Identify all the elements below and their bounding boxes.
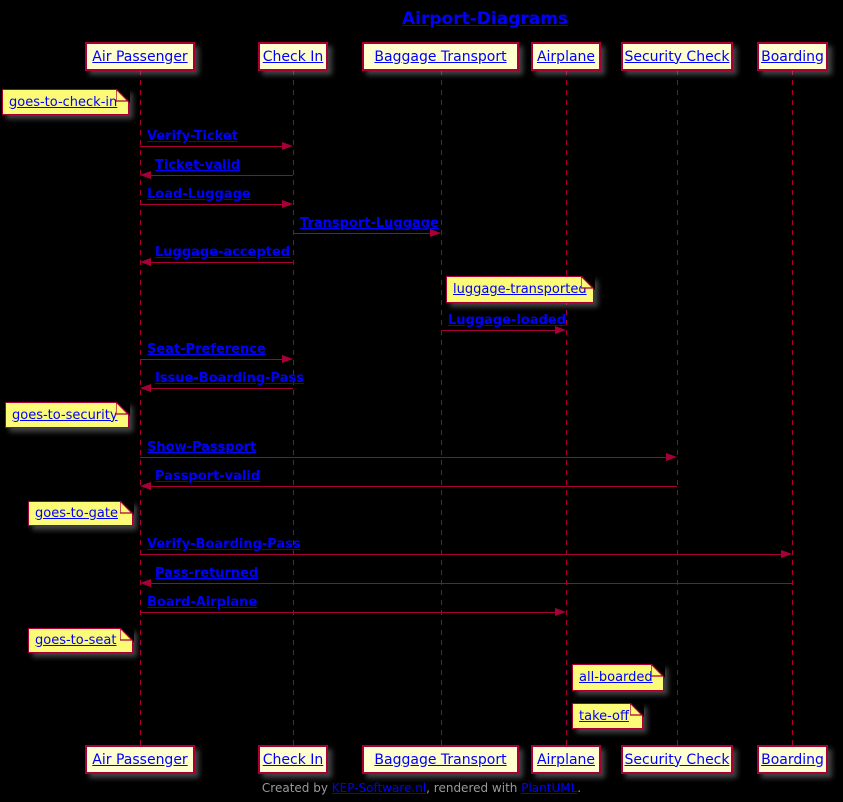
participant-box-security-check-bottom: Security Check [621,745,733,774]
footer-text-prefix: Created by [261,781,332,795]
participant-link-baggage-transport[interactable]: Baggage Transport [374,751,507,768]
arrowhead-seat-preference [282,355,293,363]
note-fold-icon [650,663,665,678]
participant-link-security-check[interactable]: Security Check [624,751,730,768]
footer-text-suffix: . [577,781,582,795]
note-all-boarded: all-boarded [572,663,665,691]
diagram-title[interactable]: Airport-Diagrams [402,9,569,29]
message-label-verify-ticket[interactable]: Verify-Ticket [147,129,239,144]
message-label-seat-preference[interactable]: Seat-Preference [147,342,266,357]
message-label-show-passport[interactable]: Show-Passport [147,440,257,455]
note-link-take-off[interactable]: take-off [579,708,629,724]
note-goes-to-check-in: goes-to-check-in [2,88,130,115]
arrowhead-issue-boarding-pass [140,384,151,392]
message-line-transport-luggage [293,233,431,234]
participant-link-check-in[interactable]: Check In [262,48,324,65]
arrowhead-transport-luggage [430,229,441,237]
message-label-luggage-loaded[interactable]: Luggage-loaded [448,313,567,328]
participant-box-security-check-top: Security Check [621,42,733,71]
message-label-ticket-valid[interactable]: Ticket-valid [155,158,241,173]
note-goes-to-gate: goes-to-gate [28,500,134,526]
note-link-goes-to-gate[interactable]: goes-to-gate [35,506,118,521]
footer-link-kep-software[interactable]: KEP-Software.nl [331,781,427,795]
footer-link-plantuml[interactable]: PlantUML [521,781,578,795]
participant-link-security-check[interactable]: Security Check [624,48,730,65]
arrowhead-luggage-loaded [555,326,566,334]
note-link-goes-to-check-in[interactable]: goes-to-check-in [9,94,118,110]
message-label-pass-returned[interactable]: Pass-returned [155,566,259,581]
arrowhead-luggage-accepted [140,258,151,266]
note-fold-icon [119,627,134,642]
note-take-off: take-off [572,702,644,729]
participant-link-air-passenger[interactable]: Air Passenger [92,751,188,768]
lifeline-boarding [792,70,793,746]
message-label-issue-boarding-pass[interactable]: Issue-Boarding-Pass [155,371,304,386]
participant-link-boarding[interactable]: Boarding [761,751,824,768]
participant-box-check-in-bottom: Check In [258,745,328,774]
message-line-ticket-valid [150,175,293,176]
lifeline-airplane [566,70,567,746]
arrowhead-load-luggage [282,200,293,208]
note-fold-icon [580,275,595,290]
lifeline-check-in [293,70,294,746]
participant-link-air-passenger[interactable]: Air Passenger [92,48,188,65]
message-line-pass-returned [150,583,792,584]
note-fold-icon [629,702,644,717]
note-link-all-boarded[interactable]: all-boarded [579,670,653,685]
arrowhead-ticket-valid [140,171,151,179]
participant-box-boarding-top: Boarding [757,42,828,71]
note-luggage-transported: luggage-transported [446,275,595,303]
note-fold-icon [115,88,130,103]
note-fold-icon [119,500,134,515]
note-goes-to-seat: goes-to-seat [28,627,134,653]
message-line-show-passport [140,457,667,458]
arrowhead-verify-boarding-pass [781,550,792,558]
arrowhead-show-passport [666,453,677,461]
participant-link-airplane[interactable]: Airplane [536,48,596,65]
lifeline-security-check [677,70,678,746]
participant-link-boarding[interactable]: Boarding [761,48,824,65]
message-line-verify-boarding-pass [140,554,782,555]
message-label-passport-valid[interactable]: Passport-valid [155,469,261,484]
message-label-load-luggage[interactable]: Load-Luggage [147,187,251,202]
message-line-seat-preference [140,359,283,360]
message-line-passport-valid [150,486,677,487]
participant-box-baggage-transport-top: Baggage Transport [362,42,519,71]
footer: Created by KEP-Software.nl, rendered wit… [0,781,843,795]
participant-box-baggage-transport-bottom: Baggage Transport [362,745,519,774]
note-link-luggage-transported[interactable]: luggage-transported [453,282,587,297]
message-line-luggage-accepted [150,262,293,263]
message-label-board-airplane[interactable]: Board-Airplane [147,595,258,610]
participant-box-check-in-top: Check In [258,42,328,71]
message-line-verify-ticket [140,146,283,147]
participant-box-air-passenger-top: Air Passenger [85,42,195,71]
message-line-issue-boarding-pass [150,388,293,389]
arrowhead-board-airplane [555,608,566,616]
message-line-board-airplane [140,612,556,613]
note-fold-icon [115,401,130,416]
participant-link-baggage-transport[interactable]: Baggage Transport [374,48,507,65]
message-label-transport-luggage[interactable]: Transport-Luggage [300,216,439,231]
participant-link-check-in[interactable]: Check In [262,751,324,768]
participant-link-airplane[interactable]: Airplane [536,751,596,768]
arrowhead-passport-valid [140,482,151,490]
participant-box-airplane-top: Airplane [531,42,601,71]
footer-text-middle: , rendered with [426,781,522,795]
message-label-verify-boarding-pass[interactable]: Verify-Boarding-Pass [147,537,301,552]
note-link-goes-to-security[interactable]: goes-to-security [12,407,118,423]
message-line-luggage-loaded [441,330,556,331]
note-goes-to-security: goes-to-security [5,401,130,428]
participant-box-boarding-bottom: Boarding [757,745,828,774]
message-label-luggage-accepted[interactable]: Luggage-accepted [155,245,291,260]
participant-box-air-passenger-bottom: Air Passenger [85,745,195,774]
note-link-goes-to-seat[interactable]: goes-to-seat [35,633,117,648]
lifeline-baggage-transport [441,70,442,746]
participant-box-airplane-bottom: Airplane [531,745,601,774]
message-line-load-luggage [140,204,283,205]
arrowhead-verify-ticket [282,142,293,150]
lifeline-air-passenger [140,70,141,746]
arrowhead-pass-returned [140,579,151,587]
